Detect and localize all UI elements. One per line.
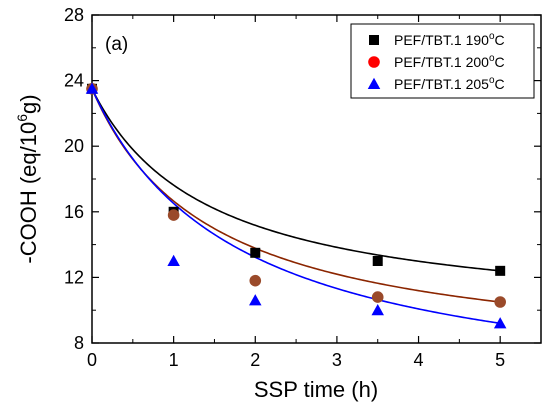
fit-curves <box>91 88 501 325</box>
legend-label-tail: C <box>495 76 505 92</box>
y-axis-title-main: -COOH (eq/10 <box>16 122 41 264</box>
data-point-circle <box>371 291 384 303</box>
y-axis-title: -COOH (eq/106g) <box>14 94 41 263</box>
legend-label-tail: C <box>495 32 505 48</box>
data-point-square <box>495 265 506 276</box>
y-axis-title-sup: 6 <box>14 114 30 122</box>
x-tick-label: 1 <box>169 350 179 370</box>
data-point-circle <box>167 209 180 221</box>
y-tick-label: 28 <box>64 5 84 25</box>
x-tick-label: 2 <box>250 350 260 370</box>
data-point-square <box>372 256 383 266</box>
data-points <box>85 82 507 329</box>
y-tick-label: 20 <box>64 136 84 156</box>
legend-label: PEF/TBT.1 200oC <box>394 53 505 70</box>
x-tick-label: 0 <box>87 350 97 370</box>
y-tick-label: 12 <box>64 267 84 287</box>
legend-marker <box>368 56 380 68</box>
legend-marker <box>367 77 381 89</box>
legend-label-main: PEF/TBT.1 205 <box>394 76 489 92</box>
y-axis-title-tail: g) <box>16 94 41 114</box>
data-point-triangle <box>85 82 99 94</box>
y-tick-label: 24 <box>64 71 84 91</box>
legend-label-main: PEF/TBT.1 200 <box>394 54 489 70</box>
data-point-square <box>250 247 261 258</box>
data-point-triangle <box>371 303 384 316</box>
data-point-circle <box>249 274 262 287</box>
y-tick-label: 8 <box>74 333 84 353</box>
data-point-triangle <box>493 317 507 329</box>
data-point-circle <box>494 296 506 308</box>
data-point-triangle <box>249 294 262 306</box>
fit-curve <box>91 88 501 272</box>
fit-curve <box>91 88 501 303</box>
fit-curve <box>91 88 501 325</box>
y-tick-label: 16 <box>64 202 84 222</box>
legend-label-sup: o <box>489 75 495 86</box>
axis-ticks <box>91 14 541 344</box>
x-tick-label: 5 <box>495 350 505 370</box>
x-axis-title: SSP time (h) <box>254 377 378 402</box>
legend-label: PEF/TBT.1 190oC <box>394 31 505 48</box>
x-tick-label: 3 <box>332 350 342 370</box>
legend-label-main: PEF/TBT.1 190 <box>394 32 489 48</box>
x-tick-label: 4 <box>414 350 424 370</box>
legend-label-tail: C <box>495 54 505 70</box>
legend-marker <box>369 35 379 45</box>
panel-label: (a) <box>105 34 128 55</box>
legend-label-sup: o <box>489 31 495 42</box>
legend-label: PEF/TBT.1 205oC <box>394 75 505 92</box>
legend-label-sup: o <box>489 53 495 64</box>
legend-box <box>350 23 535 99</box>
data-point-triangle <box>167 254 180 266</box>
